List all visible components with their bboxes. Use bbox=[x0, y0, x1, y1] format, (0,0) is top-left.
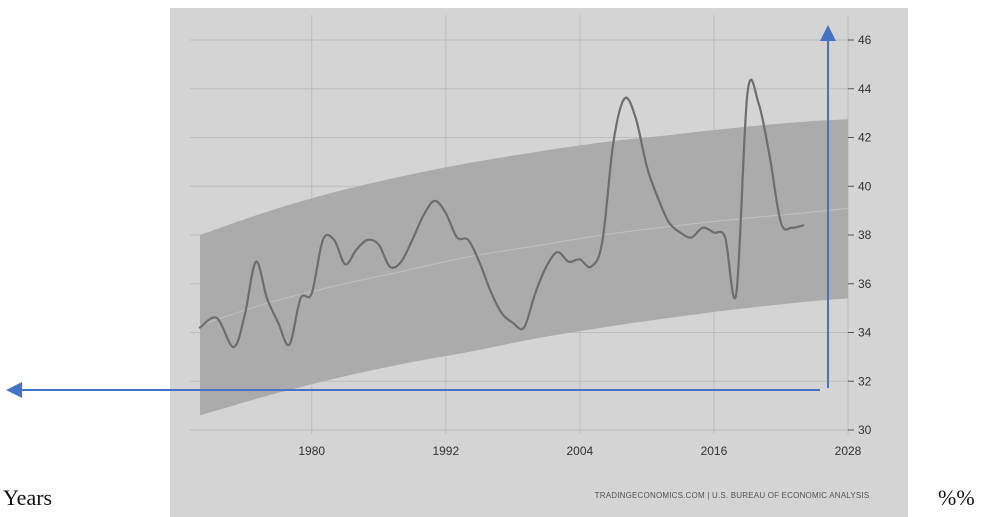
y-tick-label: 30 bbox=[858, 423, 872, 437]
y-tick-label: 34 bbox=[858, 326, 872, 340]
x-tick-label: 2004 bbox=[567, 444, 594, 458]
series-line bbox=[198, 78, 805, 349]
y-tick-label: 38 bbox=[858, 228, 872, 242]
source-label: TRADINGECONOMICS.COM | U.S. BUREAU OF EC… bbox=[595, 491, 870, 500]
y-tick-label: 44 bbox=[858, 82, 872, 96]
y-tick-label: 40 bbox=[858, 179, 872, 193]
x-tick-label: 2016 bbox=[701, 444, 728, 458]
x-axis-title: Years bbox=[3, 485, 52, 510]
y-tick-label: 32 bbox=[858, 374, 872, 388]
y-axis-ticks: 30 32 34 36 38 40 42 44 46 bbox=[848, 33, 872, 437]
x-tick-label: 1980 bbox=[298, 444, 325, 458]
confidence-band bbox=[200, 119, 848, 416]
x-tick-label: 2028 bbox=[835, 444, 862, 458]
y-axis-title: %% bbox=[938, 485, 975, 510]
x-tick-label: 1992 bbox=[432, 444, 459, 458]
y-tick-label: 46 bbox=[858, 33, 872, 47]
y-tick-label: 42 bbox=[858, 131, 872, 145]
x-axis-ticks: 1980 1992 2004 2016 2028 bbox=[298, 444, 861, 458]
y-tick-label: 36 bbox=[858, 277, 872, 291]
